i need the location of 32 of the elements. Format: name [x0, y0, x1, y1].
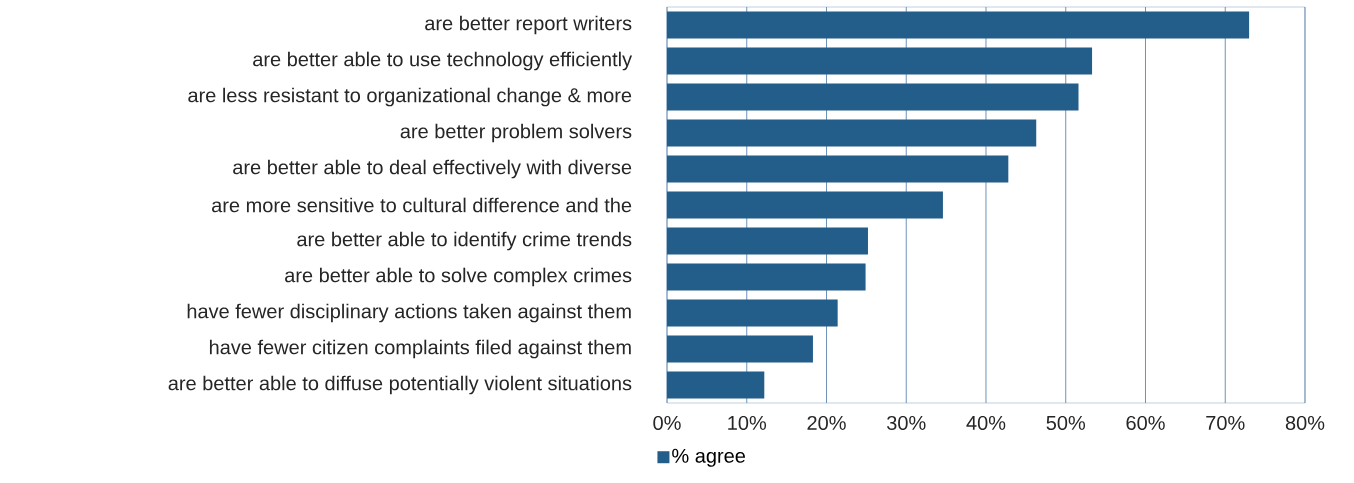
- y-tick-label: are better able to deal effectively with diverse: [233, 159, 632, 179]
- x-tick-label: 20%: [807, 415, 846, 431]
- y-tick-label: are better able to use technology efficiently: [253, 51, 633, 71]
- bar: [667, 119, 1037, 147]
- bar: [667, 191, 943, 219]
- y-tick-label: are better able to diffuse potentially violent situations: [168, 375, 632, 395]
- bar: [667, 83, 1079, 111]
- x-tick-label: 30%: [887, 415, 926, 431]
- bar: [667, 263, 866, 291]
- x-tick-label: 50%: [1046, 415, 1086, 431]
- x-tick-label: 80%: [1285, 415, 1325, 431]
- y-tick-label: have fewer disciplinary actions taken against them: [187, 303, 631, 323]
- x-tick-label: 60%: [1126, 415, 1165, 431]
- bar: [667, 155, 1009, 183]
- y-tick-label: are better able to identify crime trends: [297, 231, 632, 251]
- x-tick-label: 0%: [653, 415, 681, 431]
- y-tick-label: are better problem solvers: [400, 123, 632, 143]
- y-tick-label: are more sensitive to cultural difference and the: [212, 197, 632, 213]
- bar: [667, 299, 838, 327]
- y-tick-label: have fewer citizen complaints filed against them: [209, 339, 631, 359]
- bar: [667, 11, 1250, 39]
- bar: [667, 47, 1093, 75]
- legend-label: % agree: [672, 448, 746, 467]
- x-tick-label: 10%: [728, 415, 767, 431]
- y-tick-label: are better report writers: [425, 15, 632, 35]
- y-tick-label: are better able to solve complex crimes: [285, 267, 632, 287]
- y-tick-label: are less resistant to organizational change & more: [188, 87, 632, 107]
- x-tick-label: 40%: [966, 415, 1006, 431]
- bar: [667, 371, 765, 399]
- x-tick-label: 70%: [1206, 415, 1245, 431]
- bar: [667, 335, 813, 363]
- bar: [667, 227, 868, 255]
